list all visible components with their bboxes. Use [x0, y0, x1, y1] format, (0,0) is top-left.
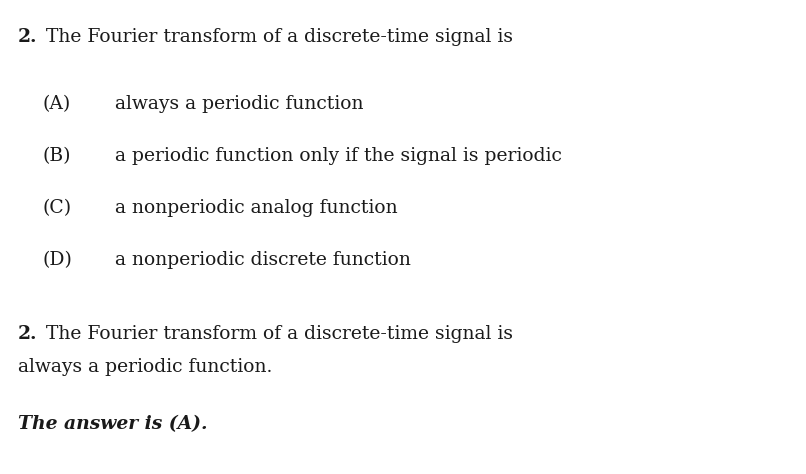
Text: (B): (B) — [42, 147, 70, 165]
Text: (C): (C) — [42, 199, 71, 217]
Text: The answer is (A).: The answer is (A). — [18, 415, 207, 433]
Text: 2.: 2. — [18, 325, 38, 343]
Text: The Fourier transform of a discrete-time signal is: The Fourier transform of a discrete-time… — [46, 28, 513, 46]
Text: always a periodic function.: always a periodic function. — [18, 358, 272, 376]
Text: (D): (D) — [42, 251, 72, 269]
Text: a periodic function only if the signal is periodic: a periodic function only if the signal i… — [115, 147, 562, 165]
Text: The Fourier transform of a discrete-time signal is: The Fourier transform of a discrete-time… — [46, 325, 513, 343]
Text: a nonperiodic discrete function: a nonperiodic discrete function — [115, 251, 411, 269]
Text: a nonperiodic analog function: a nonperiodic analog function — [115, 199, 397, 217]
Text: always a periodic function: always a periodic function — [115, 95, 364, 113]
Text: 2.: 2. — [18, 28, 38, 46]
Text: (A): (A) — [42, 95, 70, 113]
